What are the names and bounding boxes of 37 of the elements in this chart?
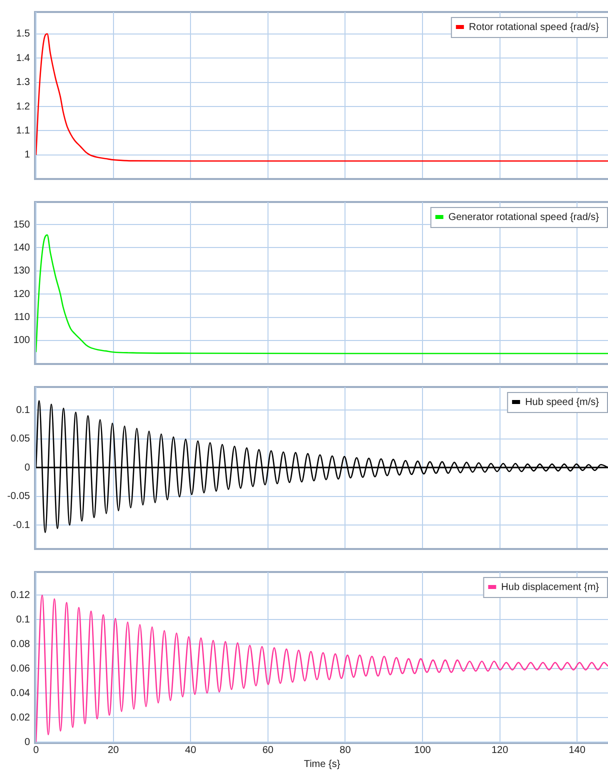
y-tick-label: 110 [14, 312, 30, 324]
y-tick-label: -0.05 [7, 491, 30, 502]
y-tick-label: 1.2 [16, 101, 30, 112]
x-tick-label: 60 [262, 744, 274, 756]
y-tick-label: 150 [13, 219, 30, 230]
y-tick-label: -0.1 [12, 520, 30, 531]
y-tick-label: 0.04 [10, 688, 30, 699]
y-tick-label: 1.4 [16, 52, 30, 64]
x-axis-title: Time {s} [304, 758, 341, 770]
y-tick-label: 0.1 [16, 614, 30, 626]
x-tick-label: 0 [33, 744, 40, 756]
x-tick-label: 20 [108, 744, 120, 756]
legend-label: Rotor rotational speed {rad/s} [468, 22, 600, 33]
legend-label: Generator rotational speed {rad/s} [448, 212, 600, 223]
y-tick-label: 1.3 [16, 77, 30, 88]
x-tick-label: 140 [568, 744, 586, 756]
y-tick-label: 120 [13, 288, 30, 300]
y-tick-label: 0.06 [10, 663, 30, 674]
y-tick-label: 0.1 [16, 404, 30, 416]
y-tick-label: 1.5 [16, 28, 30, 40]
y-tick-label: 140 [13, 242, 30, 254]
y-tick-label: 100 [13, 335, 30, 346]
x-tick-label: 40 [185, 744, 197, 756]
x-tick-label: 120 [491, 744, 509, 756]
x-tick-label: 80 [340, 744, 352, 756]
y-tick-label: 0 [24, 462, 30, 474]
y-tick-label: 1.1 [16, 125, 30, 136]
y-tick-label: 1 [24, 150, 30, 161]
y-tick-label: 0.05 [10, 434, 30, 444]
legend-label: Hub displacement {m} [501, 582, 600, 593]
y-tick-label: 0.12 [10, 590, 30, 601]
x-tick-label: 100 [414, 744, 432, 756]
y-tick-label: 0 [24, 736, 30, 748]
y-tick-label: 0.02 [10, 712, 30, 724]
y-tick-label: 0.08 [10, 638, 30, 650]
legend-label: Hub speed {m/s} [525, 396, 600, 408]
y-tick-label: 130 [13, 266, 30, 277]
